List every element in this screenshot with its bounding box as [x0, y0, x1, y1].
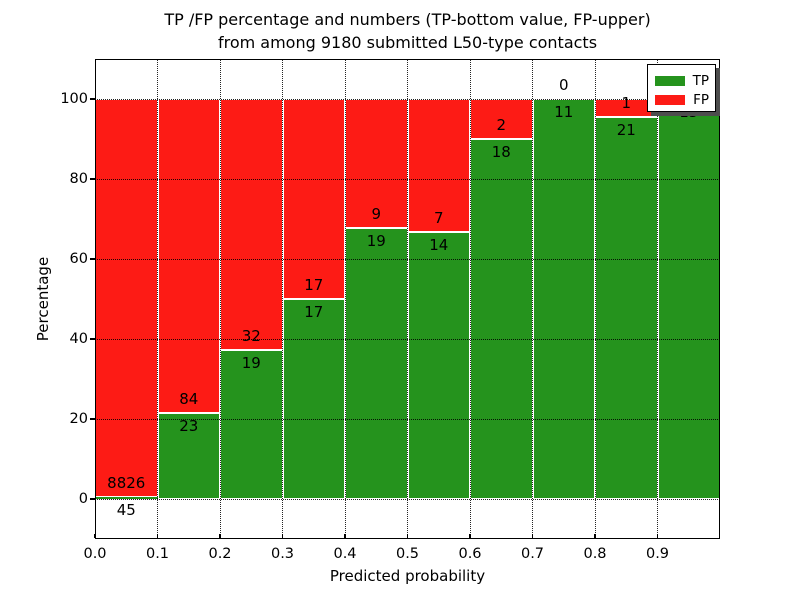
bar-label-fp: 7	[433, 209, 444, 228]
gridline-vertical	[532, 59, 533, 539]
bar-segment-fp	[157, 99, 220, 414]
x-tick-mark	[594, 534, 596, 538]
legend: TP FP	[647, 64, 716, 112]
legend-label-fp: FP	[693, 91, 709, 108]
gridline-vertical	[407, 59, 408, 539]
x-tick-mark	[656, 534, 659, 538]
bar-label-fp: 32	[241, 326, 261, 345]
bar-label-tp: 21	[616, 121, 636, 140]
bar-label-tp: 14	[429, 236, 449, 255]
gridline-vertical	[594, 59, 596, 539]
bar-segment-tp	[345, 227, 408, 499]
gridline-vertical	[219, 59, 221, 539]
x-tick-label: 0.0	[83, 546, 107, 562]
chart-title-line1: TP /FP percentage and numbers (TP-bottom…	[164, 10, 651, 29]
x-tick-mark	[531, 534, 534, 538]
y-tick-label: 100	[60, 91, 88, 107]
bar-segment-tp	[407, 232, 470, 499]
bar-label-fp: 9	[371, 204, 382, 223]
y-tick-label: 0	[78, 491, 88, 507]
gridline-vertical	[469, 59, 471, 539]
x-tick-mark	[406, 534, 409, 538]
fp-legend-swatch	[655, 94, 686, 105]
bar-label-tp: 45	[116, 500, 136, 519]
x-tick-mark	[344, 534, 346, 538]
bar-label-fp: 2	[496, 116, 507, 134]
x-tick-mark	[156, 534, 159, 538]
bar-label-tp: 17	[304, 303, 324, 321]
bar-label-fp: 84	[179, 390, 199, 409]
bar-segment-fp	[95, 99, 158, 497]
bar-segment-tp	[657, 99, 720, 499]
bar-segment-fp	[282, 99, 345, 299]
y-tick-mark	[90, 98, 95, 100]
bar-label-tp: 11	[554, 103, 574, 121]
y-tick-mark	[90, 498, 95, 500]
x-tick-mark	[94, 534, 96, 538]
bar-label-tp: 19	[366, 231, 386, 250]
y-tick-label: 60	[69, 251, 88, 267]
y-tick-mark	[90, 258, 95, 260]
bar-label-fp: 0	[558, 76, 569, 94]
x-tick-mark	[469, 534, 471, 538]
x-tick-label: 0.2	[208, 546, 232, 562]
bar-label-fp: 8826	[107, 473, 146, 492]
y-tick-mark	[90, 338, 95, 340]
bar-label-tp: 19	[241, 353, 261, 372]
y-axis-label: Percentage	[34, 256, 52, 342]
x-tick-label: 0.4	[333, 546, 357, 562]
bar-segment-fp	[220, 99, 283, 350]
x-tick-label: 0.8	[583, 546, 607, 562]
y-tick-label: 20	[69, 411, 88, 427]
x-tick-label: 0.1	[145, 546, 170, 562]
bar-segment-tp	[470, 139, 533, 499]
x-tick-label: 0.3	[270, 546, 295, 562]
bar-segment-tp	[95, 496, 158, 499]
y-tick-label: 40	[69, 331, 88, 347]
bar-segment-tp	[282, 299, 345, 499]
x-tick-label: 0.5	[395, 546, 420, 562]
legend-label-tp: TP	[692, 72, 709, 89]
bar-segment-tp	[595, 117, 658, 499]
bar-segment-tp	[532, 99, 595, 499]
y-tick-label: 80	[69, 171, 88, 187]
x-axis-label: Predicted probability	[329, 567, 486, 585]
bar-segment-tp	[220, 349, 283, 499]
x-tick-label: 0.6	[458, 546, 482, 562]
bar-label-fp: 17	[304, 276, 324, 294]
gridline-vertical	[157, 59, 158, 539]
gridline-vertical	[282, 59, 283, 539]
legend-item-tp: TP	[655, 71, 709, 90]
tp-legend-swatch	[655, 75, 685, 86]
x-tick-mark	[281, 534, 284, 538]
bar-label-tp: 18	[491, 143, 511, 161]
bar-label-fp: 1	[621, 94, 632, 113]
x-tick-label: 0.9	[645, 546, 670, 562]
y-tick-mark	[90, 178, 95, 180]
x-tick-mark	[219, 534, 221, 538]
x-tick-label: 0.7	[520, 546, 545, 562]
chart-title-line2: from among 9180 submitted L50-type conta…	[217, 33, 598, 52]
gridline-vertical	[657, 59, 658, 539]
legend-item-fp: FP	[655, 90, 709, 109]
gridline-vertical	[344, 59, 346, 539]
bar-label-tp: 23	[179, 417, 199, 436]
y-tick-mark	[90, 418, 95, 420]
